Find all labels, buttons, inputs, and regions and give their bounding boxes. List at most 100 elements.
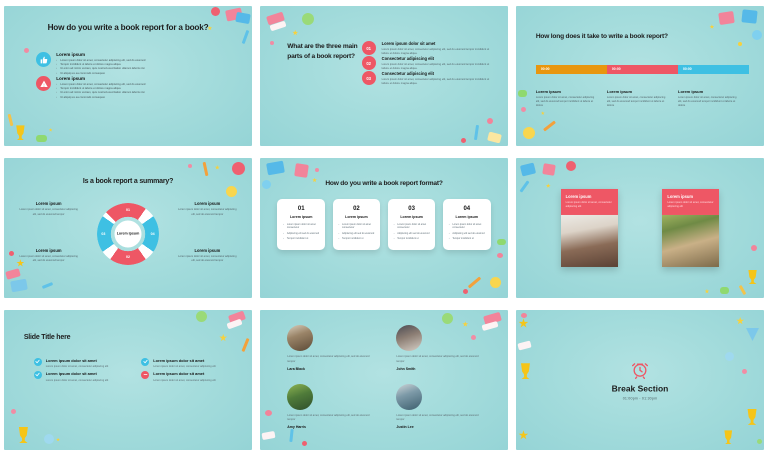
step-card[interactable]: 03 Lorem ipsum Lorem ipsum dolor sit ame… bbox=[387, 198, 436, 251]
slide-4[interactable]: Is a book report a summary? 01 02 03 04 … bbox=[4, 158, 252, 298]
list-item[interactable]: Lorem ipsum dolor sit amet Lorem ipsum d… bbox=[33, 357, 127, 370]
slide-8[interactable]: Lorem ipsum dolor sit amet, consectetur … bbox=[260, 310, 508, 450]
card-heading: Lorem ipsum bbox=[345, 214, 368, 219]
timeline-bars: 00:00 00:00 00:00 bbox=[535, 64, 750, 74]
bullet: Lorem ipsum dolor sit amet consectetur bbox=[283, 223, 321, 231]
list-item[interactable]: 01 Lorem ipsum dolor sit amet Lorem ipsu… bbox=[361, 41, 493, 56]
deco-bulb-yellow bbox=[523, 127, 536, 139]
team-member[interactable]: Lorem ipsum dolor sit amet, consectetur … bbox=[287, 383, 376, 439]
deco-balloon-green bbox=[196, 311, 208, 323]
step-number-badge: 03 bbox=[361, 71, 376, 85]
list-item[interactable]: 03 Consectetur adipiscing elit Lorem ips… bbox=[361, 71, 493, 86]
deco-dot-pink bbox=[314, 167, 319, 172]
bullet: Lorem ipsum dolor sit amet consectetur bbox=[394, 223, 432, 231]
deco-dot-yellow bbox=[737, 42, 742, 47]
card-header: Lorem ipsum Lorem ipsum dolor sit amet, … bbox=[662, 188, 720, 216]
deco-eraser-green bbox=[720, 286, 730, 294]
slide-cell-3: How long does it take to write a book re… bbox=[512, 0, 768, 152]
deco-eraser-green bbox=[496, 239, 506, 246]
deco-eraser-green bbox=[36, 134, 48, 142]
deco-clip-pink bbox=[520, 312, 527, 318]
photo-card[interactable]: Lorem ipsum Lorem ipsum dolor sit amet, … bbox=[662, 188, 720, 268]
time-bar[interactable]: 00:00 bbox=[678, 64, 750, 74]
list-item-body: Lorem ipsum dolor sit amet, consectetur … bbox=[381, 47, 490, 55]
segment-label-02: 02 bbox=[126, 255, 130, 260]
deco-dot-pink bbox=[11, 408, 17, 414]
avatar bbox=[396, 325, 423, 352]
team-member[interactable]: Lorem ipsum dolor sit amet, consectetur … bbox=[396, 325, 485, 380]
deco-clock-red bbox=[210, 7, 220, 17]
bullet: Lorem ipsum dolor sit amet, consectetur … bbox=[56, 59, 232, 64]
card-body: Lorem ipsum dolor sit amet, consectetur … bbox=[565, 200, 612, 208]
slide-5[interactable]: How do you write a book report format? 0… bbox=[260, 158, 508, 298]
member-bio: Lorem ipsum dolor sit amet, consectetur … bbox=[287, 413, 370, 421]
slide-cell-1: How do you write a book report for a boo… bbox=[0, 0, 256, 152]
slide-cell-7: Slide Title here Lorem ipsum dolor sit a… bbox=[0, 304, 256, 456]
member-bio: Lorem ipsum dolor sit amet, consectetur … bbox=[396, 355, 479, 363]
slide-1[interactable]: How do you write a book report for a boo… bbox=[4, 6, 252, 146]
deco-star-yellow bbox=[709, 24, 715, 29]
card-photo bbox=[560, 215, 618, 268]
list-item-body: Lorem ipsum dolor sit amet, consectetur … bbox=[45, 365, 109, 369]
list-item[interactable]: Lorem ipsum Lorem ipsum dolor sit amet, … bbox=[36, 76, 232, 100]
card-photo bbox=[662, 215, 720, 268]
list-item[interactable]: Lorem ipsum dolor sit amet Lorem ipsum d… bbox=[141, 357, 234, 370]
list-item[interactable]: Lorem ipsum dolor sit amet Lorem ipsum d… bbox=[33, 370, 127, 383]
step-card[interactable]: 01 Lorem ipsum Lorem ipsum dolor sit ame… bbox=[277, 198, 326, 251]
callout-body: Lorem ipsum dolor sit amet, consectetur … bbox=[19, 254, 78, 262]
member-name: Lara Black bbox=[287, 366, 305, 371]
donut-diagram[interactable]: 01 02 03 04 Lorem ipsum bbox=[97, 202, 159, 265]
bullet-list: Lorem ipsum dolor sit amet, consectetur … bbox=[56, 59, 232, 77]
card-number: 03 bbox=[408, 205, 415, 212]
callout-body: Lorem ipsum dolor sit amet, consectetur … bbox=[178, 254, 237, 262]
donut-center-label: Lorem ipsum bbox=[114, 220, 142, 248]
slide-9[interactable]: Break Section 01:00pm - 01:30pm bbox=[516, 310, 764, 450]
deco-book-white bbox=[269, 20, 287, 32]
bullet: Tempor incididunt ut labore et dolore ma… bbox=[56, 87, 232, 92]
time-bar[interactable]: 00:00 bbox=[606, 64, 679, 74]
deco-book-white bbox=[261, 430, 276, 440]
deco-star-gold bbox=[518, 318, 529, 328]
list-item-body: Lorem ipsum dolor sit amet, consectetur … bbox=[153, 365, 216, 369]
list-item[interactable]: Lorem ipsum Lorem ipsum dolor sit amet, … bbox=[36, 52, 232, 76]
list-item[interactable]: 02 Consectetur adipiscing elit Lorem ips… bbox=[361, 56, 493, 71]
bullet: Ut enim ad minim veniam, quis nostrud ex… bbox=[56, 91, 232, 96]
bullet-list: Lorem ipsum dolor sit amet, consectetur … bbox=[56, 83, 232, 101]
deco-book-blue bbox=[519, 162, 537, 177]
callout-top-left: Lorem ipsum Lorem ipsum dolor sit amet, … bbox=[19, 201, 79, 216]
deco-pencil-blue bbox=[41, 282, 54, 289]
list-item-heading: Lorem ipsum bbox=[56, 76, 86, 82]
timeline-columns: Lorem ipsum Lorem ipsum dolor sit amet, … bbox=[536, 89, 749, 109]
list-item-heading: Lorem ipsum bbox=[56, 52, 86, 58]
team-member[interactable]: Lorem ipsum dolor sit amet, consectetur … bbox=[287, 325, 376, 380]
callout-bottom-left: Lorem ipsum Lorem ipsum dolor sit amet, … bbox=[19, 248, 79, 263]
callout-heading: Lorem ipsum bbox=[35, 201, 62, 207]
list-item-heading: Consectetur adipiscing elit bbox=[381, 71, 434, 76]
slide-7[interactable]: Slide Title here Lorem ipsum dolor sit a… bbox=[4, 310, 252, 450]
team-member[interactable]: Lorem ipsum dolor sit amet, consectetur … bbox=[396, 383, 485, 439]
deco-trophy-gold-corner bbox=[724, 430, 733, 445]
time-bar[interactable]: 00:00 bbox=[535, 64, 607, 74]
checklist-grid: Lorem ipsum dolor sit amet Lorem ipsum d… bbox=[33, 357, 235, 383]
deco-balloon-green bbox=[442, 312, 454, 324]
card-header: Lorem ipsum Lorem ipsum dolor sit amet, … bbox=[560, 188, 618, 216]
deco-eraser-green bbox=[518, 90, 528, 97]
list-item-body: Lorem ipsum dolor sit amet, consectetur … bbox=[153, 378, 216, 382]
break-section-block: Break Section 01:00pm - 01:30pm bbox=[516, 360, 764, 401]
slide-3[interactable]: How long does it take to write a book re… bbox=[516, 6, 764, 146]
deco-star-gold-bottom bbox=[518, 430, 529, 440]
bullet: Adipiscing elit sed do eiusmod bbox=[283, 232, 321, 236]
list-item-body: Lorem ipsum dolor sit amet, consectetur … bbox=[45, 378, 109, 382]
deco-star-yellow bbox=[292, 29, 299, 36]
deco-pencil-orange bbox=[241, 337, 250, 353]
deco-pencil-blue bbox=[474, 125, 480, 141]
slide-6[interactable]: Lorem ipsum Lorem ipsum dolor sit amet, … bbox=[516, 158, 764, 298]
bullet: Tempor incididunt ut bbox=[283, 237, 321, 241]
list-item[interactable]: Lorem ipsum dolor sit amet Lorem ipsum d… bbox=[141, 370, 234, 383]
slide-cell-2: What are the three main parts of a book … bbox=[256, 0, 512, 152]
slide-2[interactable]: What are the three main parts of a book … bbox=[260, 6, 508, 146]
deco-star-yellow bbox=[545, 183, 551, 188]
step-card[interactable]: 04 Lorem ipsum Lorem ipsum dolor sit ame… bbox=[442, 198, 491, 251]
step-card[interactable]: 02 Lorem ipsum Lorem ipsum dolor sit ame… bbox=[332, 198, 381, 251]
photo-card[interactable]: Lorem ipsum Lorem ipsum dolor sit amet, … bbox=[560, 188, 618, 268]
